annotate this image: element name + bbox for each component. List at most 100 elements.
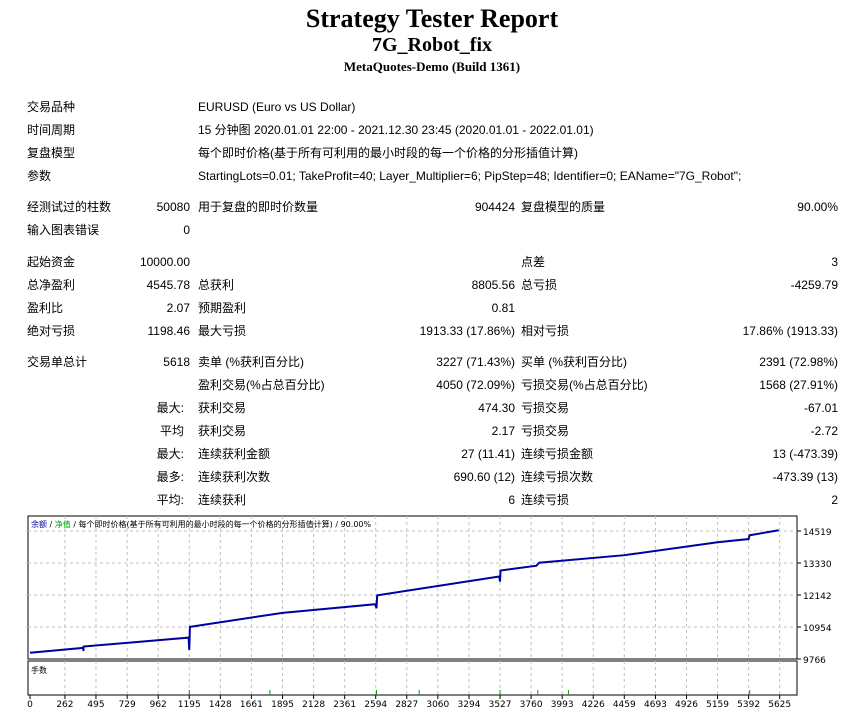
info-row: 参数 StartingLots=0.01; TakeProfit=40; Laye… — [0, 166, 848, 186]
x-tick-label: 3760 — [520, 700, 543, 710]
info-row: 交易品种 EURUSD (Euro vs US Dollar) — [0, 97, 848, 117]
legend-sep: / — [333, 520, 341, 529]
stat-label: 卖单 (%获利百分比) — [198, 355, 304, 369]
stat-label: 相对亏损 — [521, 324, 570, 338]
x-tick-label: 2128 — [302, 700, 325, 710]
stat-label: 预期盈利 — [198, 301, 247, 315]
info-label: 复盘模型 — [27, 146, 76, 160]
server-name: MetaQuotes-Demo (Build 1361) — [343, 59, 521, 74]
stat-value: 690.60 (12) — [453, 470, 515, 484]
legend-equity: 净值 — [55, 519, 71, 529]
stat-row: 平均 获利交易 2.17 亏损交易 -2.72 — [0, 421, 848, 441]
x-tick-label: 1895 — [271, 700, 294, 710]
lots-frame — [27, 660, 798, 696]
info-value: 每个即时价格(基于所有可利用的最小时段的每一个价格的分形插值计算) — [198, 146, 578, 160]
stat-value: 13 (-473.39) — [772, 447, 838, 461]
stat-value: 1913.33 (17.86%) — [419, 324, 515, 338]
stat-label: 亏损交易 — [521, 424, 570, 438]
stat-value: 2.07 — [166, 301, 190, 315]
x-tick-label: 4926 — [675, 700, 698, 710]
x-tick-label: 4226 — [582, 700, 605, 710]
stat-label: 最大: — [156, 447, 184, 461]
y-tick-label: 14519 — [803, 528, 832, 538]
y-tick-label: 9766 — [803, 656, 826, 666]
stat-row: 绝对亏损 1198.46 最大亏损 1913.33 (17.86%) 相对亏损 … — [0, 321, 848, 341]
stat-value: 2.17 — [491, 424, 515, 438]
x-tick-label: 2827 — [395, 700, 418, 710]
stat-label: 盈利比 — [27, 301, 64, 315]
stat-row: 盈利比 2.07 预期盈利 0.81 — [0, 298, 848, 318]
stat-value: 3227 (71.43%) — [436, 355, 515, 369]
legend-model: 每个即时价格(基于所有可利用的最小时段的每一个价格的分形插值计算) — [79, 519, 333, 529]
stat-label: 连续亏损 — [521, 493, 570, 507]
x-tick-label: 262 — [56, 700, 73, 710]
stat-label: 用于复盘的即时价数量 — [198, 200, 319, 214]
stat-label: 获利交易 — [198, 401, 247, 415]
x-tick-label: 4459 — [613, 700, 636, 710]
stat-label: 获利交易 — [198, 424, 247, 438]
x-tick-label: 3294 — [458, 700, 481, 710]
x-tick-label: 495 — [87, 700, 104, 710]
stat-value: 1198.46 — [147, 324, 191, 338]
stat-value: -2.72 — [810, 424, 838, 438]
legend-sep: / — [71, 520, 79, 529]
stat-value: 27 (11.41) — [461, 447, 515, 461]
stat-row: 最大: 获利交易 474.30 亏损交易 -67.01 — [0, 398, 848, 418]
chart-legend: 余额 / 净值 / 每个即时价格(基于所有可利用的最小时段的每一个价格的分形插值… — [31, 519, 371, 529]
stat-label: 盈利交易(%占总百分比) — [198, 378, 325, 392]
stat-label: 绝对亏损 — [27, 324, 76, 338]
stat-value: 1568 (27.91%) — [759, 378, 838, 392]
stat-label: 亏损交易(%占总百分比) — [521, 378, 648, 392]
lots-label: 手数 — [31, 665, 47, 675]
stat-value: 0 — [183, 223, 190, 237]
report-title: Strategy Tester Report — [305, 4, 559, 33]
stat-label: 最大亏损 — [198, 324, 247, 338]
stat-label: 起始资金 — [27, 255, 76, 269]
stat-value: 17.86% (1913.33) — [742, 324, 838, 338]
stat-label: 最大: — [156, 401, 184, 415]
balance-chart: 0 262 495 729 962 1195 1428 1661 1895 2128 2361 259… — [27, 515, 832, 710]
stat-row: 最多: 连续获利次数 690.60 (12) 连续亏损次数 -473.39 (1… — [0, 467, 848, 487]
stat-label: 买单 (%获利百分比) — [521, 355, 627, 369]
info-label: 参数 — [27, 169, 52, 183]
stat-label: 连续获利金额 — [198, 447, 271, 461]
stat-row: 盈利交易(%占总百分比) 4050 (72.09%) 亏损交易(%占总百分比) … — [0, 375, 848, 395]
chart-frame — [27, 515, 798, 660]
x-tick-label: 0 — [27, 700, 33, 710]
info-value: 15 分钟图 2020.01.01 22:00 - 2021.12.30 23:… — [198, 123, 594, 137]
stat-label: 平均 — [159, 424, 184, 438]
stat-row: 输入图表错误 0 — [0, 220, 848, 240]
stat-label: 复盘模型的质量 — [521, 200, 606, 214]
y-tick-label: 13330 — [803, 560, 832, 570]
stat-label: 平均: — [156, 493, 184, 507]
stat-value: 904424 — [474, 200, 515, 214]
stat-value: 3 — [831, 255, 838, 269]
stat-row: 最大: 连续获利金额 27 (11.41) 连续亏损金额 13 (-473.39… — [0, 444, 848, 464]
stat-row: 平均: 连续获利 6 连续亏损 2 — [0, 490, 848, 510]
x-tick-label: 5625 — [768, 700, 791, 710]
stat-value: 90.00% — [797, 200, 838, 214]
stat-label: 交易单总计 — [27, 355, 88, 369]
legend-balance: 余额 — [31, 519, 47, 529]
stat-row: 起始资金 10000.00 点差 3 — [0, 252, 848, 272]
stat-label: 连续获利 — [198, 493, 247, 507]
stat-value: 50080 — [156, 200, 190, 214]
stat-label: 总亏损 — [521, 278, 558, 292]
x-tick-label: 3060 — [426, 700, 449, 710]
legend-quality: 90.00% — [341, 520, 372, 529]
stat-label: 亏损交易 — [521, 401, 570, 415]
x-tick-label: 5159 — [706, 700, 729, 710]
stat-label: 经测试过的柱数 — [27, 200, 112, 214]
legend-sep: / — [47, 520, 55, 529]
stat-row: 交易单总计 5618 卖单 (%获利百分比) 3227 (71.43%) 买单 … — [0, 352, 848, 372]
stat-row: 总净盈利 4545.78 总获利 8805.56 总亏损 -4259.79 — [0, 275, 848, 295]
x-tick-label: 1661 — [240, 700, 263, 710]
stat-label: 总获利 — [198, 278, 235, 292]
stat-value: 10000.00 — [139, 255, 190, 269]
y-tick-label: 10954 — [803, 624, 832, 634]
stat-label: 最多: — [156, 470, 184, 484]
stat-value: 8805.56 — [471, 278, 515, 292]
x-tick-label: 2361 — [333, 700, 356, 710]
expert-name: 7G_Robot_fix — [372, 34, 492, 56]
stat-label: 总净盈利 — [27, 278, 76, 292]
